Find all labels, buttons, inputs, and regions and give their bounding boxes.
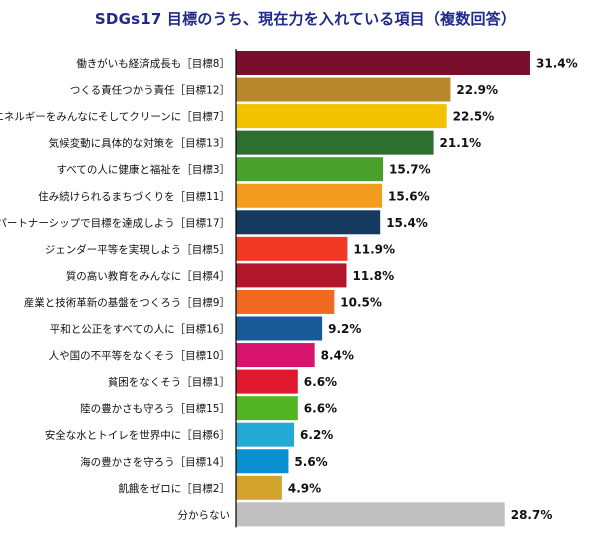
category-label: 貧困をなくそう［目標1］ [108,376,230,389]
category-label: 海の豊かさを守ろう［目標14］ [80,455,230,468]
value-label: 15.7% [389,163,431,177]
category-label: パートナーシップで目標を達成しよう［目標17］ [0,216,230,229]
category-label: つくる責任つかう責任［目標12］ [70,84,230,97]
value-label: 22.9% [456,83,498,97]
bar [236,449,289,474]
value-label: 9.2% [328,322,361,336]
bar [236,236,348,261]
category-label: ジェンダー平等を実現しよう［目標5］ [45,243,230,256]
bar [236,422,295,447]
value-label: 15.4% [386,216,428,230]
value-label: 8.4% [321,349,354,363]
value-label: 5.6% [294,455,327,469]
value-label: 4.9% [288,481,321,495]
bar [236,475,282,500]
category-label: 分からない [178,509,231,521]
value-label: 15.6% [388,189,430,203]
bar [236,104,447,129]
bar [236,396,298,421]
category-label: すべての人に健康と福祉を［目標3］ [56,163,230,176]
category-label: 平和と公正をすべての人に［目標16］ [50,323,230,336]
value-label: 6.2% [300,428,333,442]
value-label: 10.5% [340,295,382,309]
category-label: 住み続けられるまちづくりを［目標11］ [38,190,230,203]
value-label: 6.6% [304,402,337,416]
bar [236,183,383,208]
value-label: 21.1% [440,136,482,150]
category-label: 飢餓をゼロに［目標2］ [118,482,230,495]
category-label: 気候変動に具体的な対策を［目標13］ [49,137,230,150]
bar [236,130,434,155]
bar [236,369,298,394]
bar [236,343,315,368]
value-label: 6.6% [304,375,337,389]
bar [236,77,451,102]
bar [236,289,335,314]
category-label: エネルギーをみんなにそしてクリーンに［目標7］ [0,110,230,123]
bar [236,263,347,288]
bar [236,502,505,527]
bar [236,157,383,182]
bar [236,316,323,341]
category-label: 質の高い教育をみんなに［目標4］ [66,269,230,282]
value-label: 11.9% [353,242,395,256]
bar [236,51,530,75]
category-label: 人や国の不平等をなくそう［目標10］ [49,349,230,362]
value-label: 28.7% [511,508,553,522]
chart-title: SDGs17 目標のうち、現在力を入れている項目（複数回答） [94,10,517,28]
category-label: 陸の豊かさも守ろう［目標15］ [80,402,230,415]
category-label: 働きがいも経済成長も［目標8］ [76,57,230,70]
category-label: 安全な水とトイレを世界中に［目標6］ [45,429,230,442]
value-label: 11.8% [352,269,394,283]
bar [236,210,381,235]
value-label: 22.5% [453,110,495,124]
category-label: 産業と技術革新の基盤をつくろう［目標9］ [24,296,230,309]
value-label: 31.4% [536,57,578,71]
